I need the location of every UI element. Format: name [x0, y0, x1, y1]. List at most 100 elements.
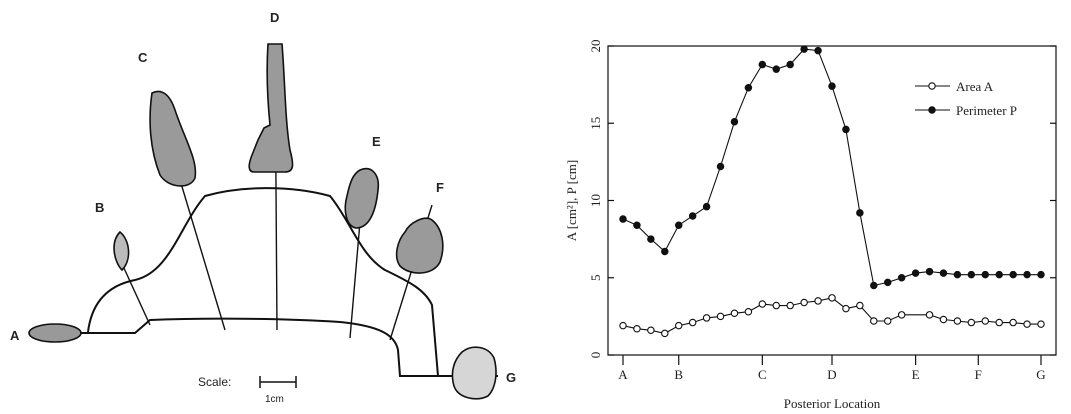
area-point	[619, 321, 627, 330]
legend-marker	[928, 82, 936, 90]
section-shape-f	[395, 217, 444, 274]
area-point	[758, 300, 767, 308]
section-shape-c	[149, 90, 197, 187]
perimeter-point	[619, 215, 627, 223]
area-point	[716, 312, 725, 321]
cross-section-diagram: A B C D E F G Scale: 1cm	[10, 10, 516, 405]
perimeter-point	[870, 281, 878, 290]
radial-line-c	[179, 179, 226, 331]
perimeter-point	[814, 46, 822, 55]
legend-label: Area A	[956, 79, 994, 94]
area-point	[953, 317, 962, 325]
perimeter-point	[925, 267, 934, 276]
x-axis: A B C D E F G	[618, 355, 1046, 382]
perimeter-point	[744, 83, 753, 92]
y-axis-label: A [cm²], P [cm]	[564, 160, 579, 241]
area-point	[786, 301, 794, 310]
area-point	[744, 307, 753, 316]
y-tick-label: 15	[588, 117, 603, 130]
label-d: D	[270, 10, 279, 25]
perimeter-point	[647, 235, 655, 243]
area-point	[814, 297, 822, 305]
y-tick-label: 0	[588, 352, 603, 359]
label-a: A	[10, 328, 20, 343]
area-point	[633, 324, 641, 333]
area-point	[939, 315, 948, 324]
area-point	[647, 326, 655, 335]
perimeter-point	[856, 209, 864, 217]
scale-label: Scale:	[198, 375, 231, 389]
perimeter-point	[883, 278, 892, 287]
perimeter-point	[758, 60, 767, 69]
series-line-area	[622, 297, 1041, 334]
x-axis-label: Posterior Location	[784, 396, 881, 411]
area-point	[661, 329, 669, 338]
section-shape-g	[451, 346, 497, 400]
x-tick-label: C	[758, 367, 767, 382]
area-point	[688, 318, 697, 327]
perimeter-point	[897, 273, 906, 282]
area-point	[1023, 320, 1031, 328]
area-point	[842, 304, 850, 313]
area-point	[674, 321, 683, 330]
label-e: E	[372, 134, 381, 149]
area-point	[995, 318, 1003, 327]
y-tick-label: 10	[588, 194, 603, 207]
area-point	[981, 317, 990, 325]
perimeter-point	[688, 212, 697, 220]
perimeter-point	[674, 221, 683, 229]
perimeter-point	[842, 125, 850, 134]
area-point	[1009, 318, 1017, 327]
area-point	[883, 317, 892, 325]
perimeter-point	[772, 65, 781, 73]
perimeter-point	[953, 270, 962, 279]
perimeter-point	[661, 247, 669, 256]
x-tick-label: F	[975, 367, 982, 382]
area-point	[730, 309, 739, 318]
area-point	[800, 298, 808, 307]
x-tick-label: G	[1036, 367, 1045, 382]
area-point	[925, 311, 934, 319]
area-point	[828, 294, 836, 302]
section-shape-d	[248, 43, 294, 173]
series-layer	[619, 45, 1045, 338]
perimeter-point	[800, 45, 808, 53]
radial-line-e	[349, 221, 361, 339]
area-point	[1037, 320, 1045, 328]
perimeter-point	[828, 82, 836, 90]
legend: Area A Perimeter P	[915, 79, 1017, 118]
outer-contour	[87, 187, 439, 377]
perimeter-point	[1023, 270, 1031, 279]
area-point	[702, 314, 711, 322]
area-point	[870, 317, 878, 325]
scale-bar	[259, 376, 297, 388]
y-tick-label: 20	[588, 40, 603, 53]
area-point	[772, 301, 781, 310]
chart: 0 5 10 15 20 A B C D E F G A [cm²], P [cm] Posteri…	[564, 40, 1057, 411]
section-shape-a	[28, 323, 82, 343]
scale-unit: 1cm	[265, 394, 284, 405]
perimeter-point	[967, 270, 976, 279]
perimeter-point	[1037, 270, 1045, 279]
x-tick-label: D	[827, 367, 836, 382]
x-tick-label: E	[912, 367, 920, 382]
legend-label: Perimeter P	[956, 103, 1017, 118]
perimeter-point	[911, 269, 920, 277]
perimeter-point	[730, 117, 739, 126]
y-axis: 0 5 10 15 20	[588, 40, 1056, 359]
perimeter-point	[1009, 270, 1017, 279]
perimeter-point	[939, 269, 948, 277]
legend-marker	[928, 106, 936, 114]
perimeter-point	[633, 221, 641, 229]
inner-contour	[40, 317, 498, 377]
perimeter-point	[981, 270, 990, 279]
perimeter-point	[702, 202, 711, 211]
perimeter-point	[716, 162, 725, 171]
x-tick-label: B	[674, 367, 683, 382]
label-f: F	[436, 180, 444, 195]
perimeter-point	[995, 270, 1003, 279]
perimeter-point	[786, 60, 794, 69]
area-point	[967, 318, 976, 327]
section-shape-e	[344, 168, 380, 229]
section-shape-b	[113, 230, 130, 272]
